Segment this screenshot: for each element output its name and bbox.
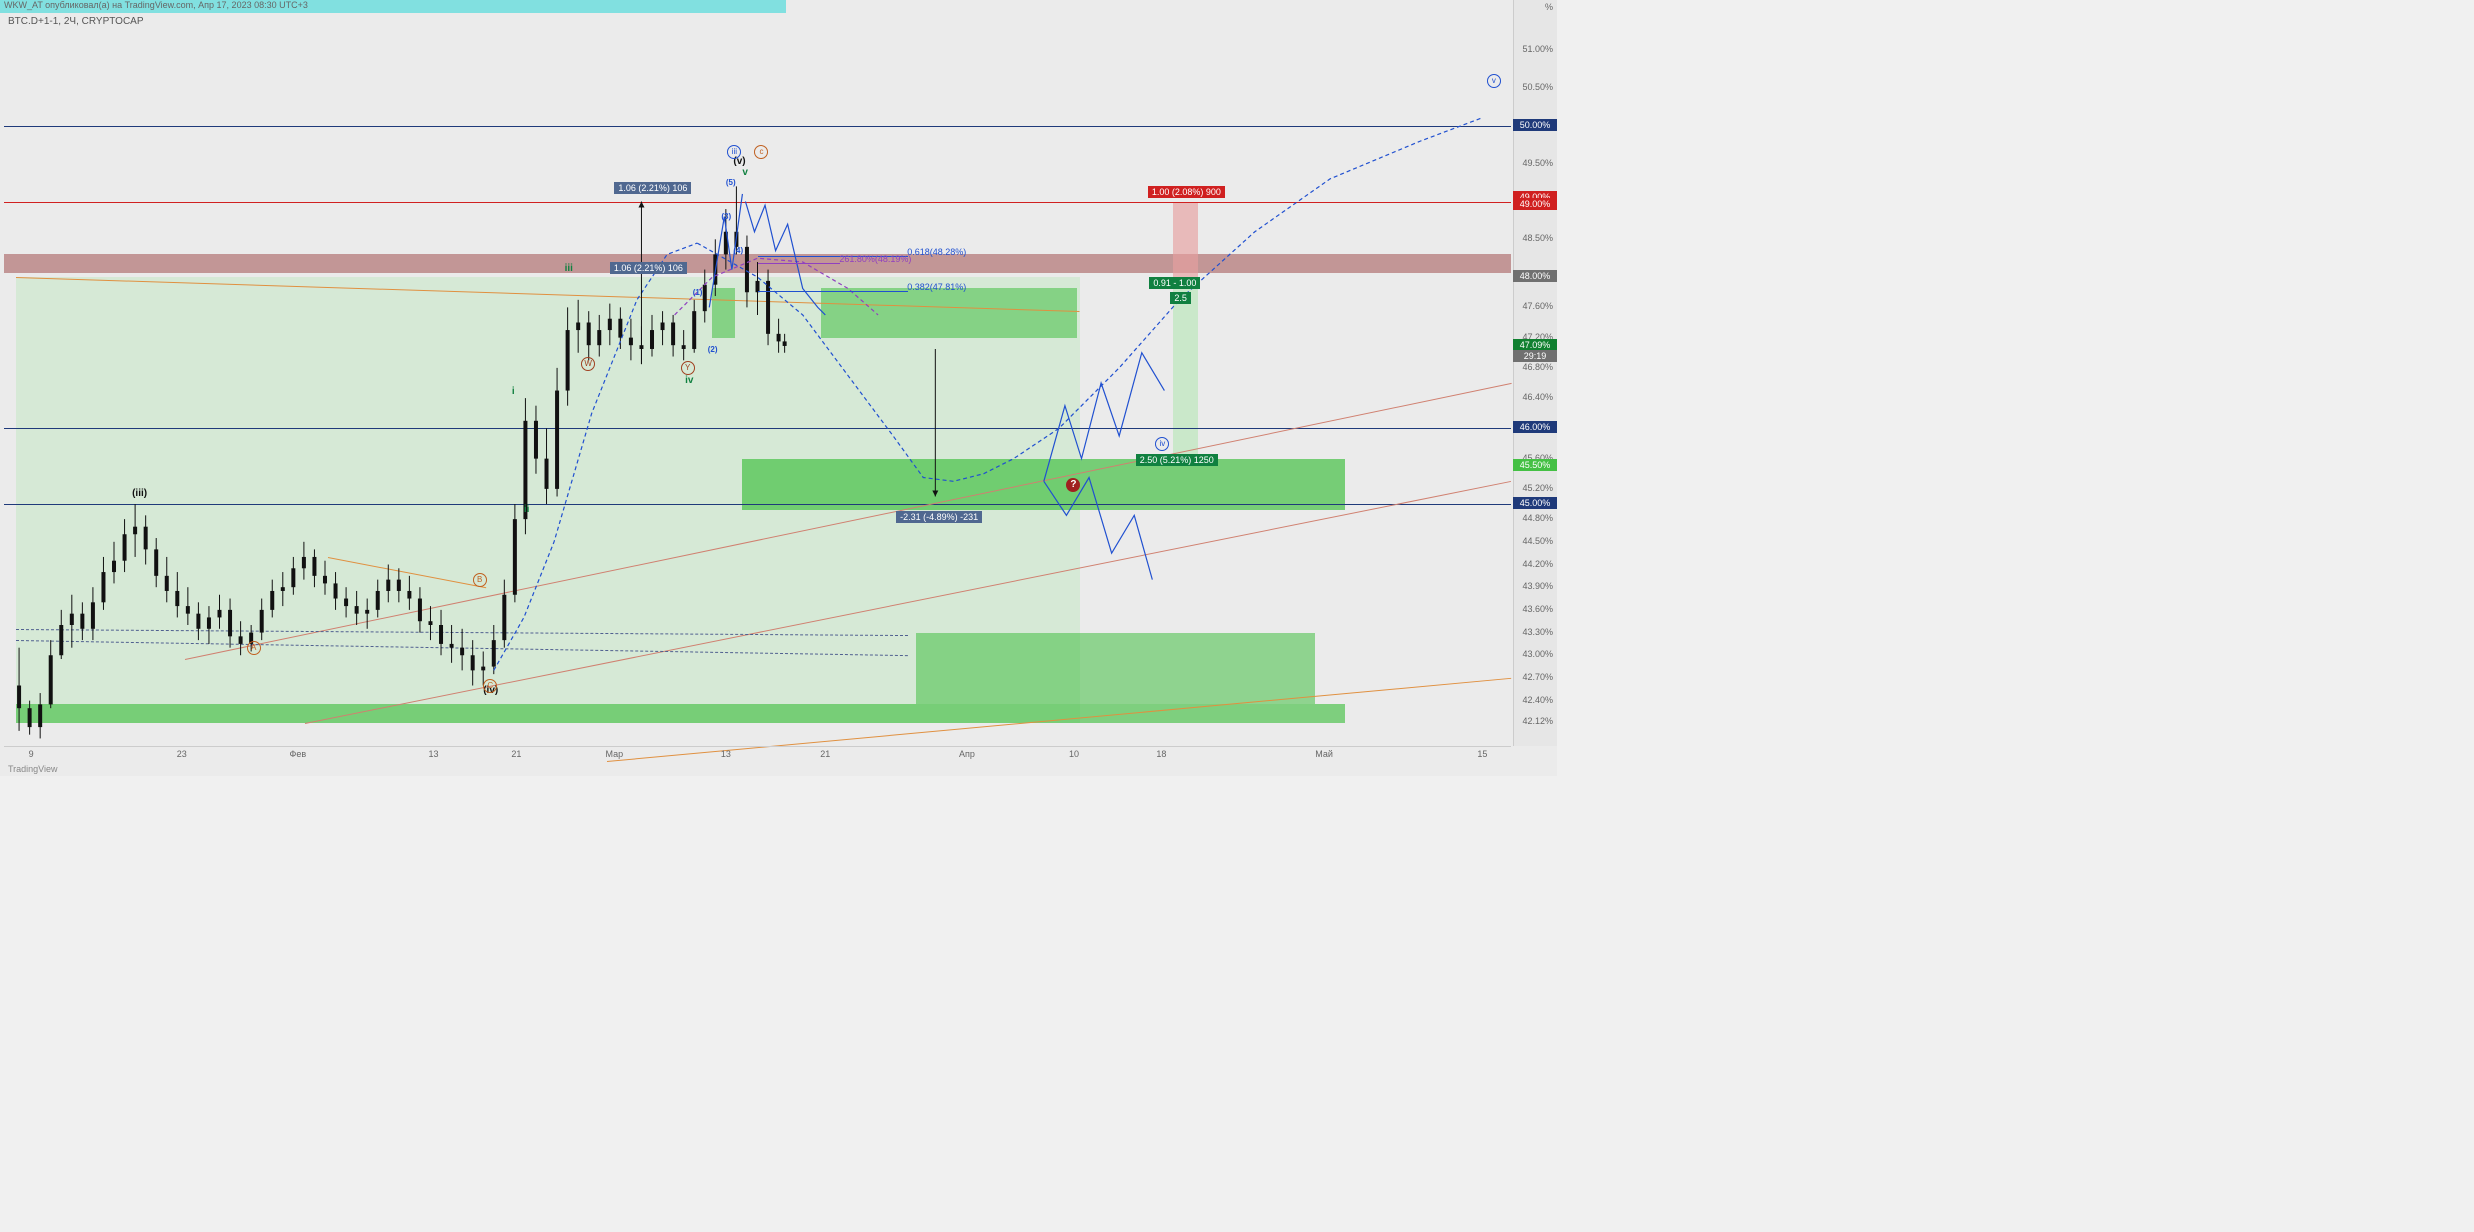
measure-label: 1.00 (2.08%) 900 [1148,186,1225,198]
plot-area[interactable]: 0.618(48.28%)0.382(47.81%)261.80%(48.19%… [4,20,1511,746]
wave-label: (5) [726,178,736,187]
y-tick: 42.12% [1522,716,1553,726]
measure-label: -2.31 (-4.89%) -231 [896,511,982,523]
measure-label: 2.5 [1170,292,1191,304]
y-tick: 42.40% [1522,695,1553,705]
wave-label: v [742,167,748,178]
wave-circle: v [1487,74,1501,88]
y-tick: 45.20% [1522,483,1553,493]
y-tick: 46.80% [1522,362,1553,372]
wave-circle: iv [1155,437,1169,451]
measure-label: 2.50 (5.21%) 1250 [1136,454,1218,466]
fib-line [758,291,909,292]
y-tick: 44.50% [1522,536,1553,546]
y-tick: 44.20% [1522,559,1553,569]
x-tick: 13 [428,749,438,759]
x-tick: Апр [959,749,975,759]
wave-label: (2) [708,345,718,354]
chart-header: WKW_AT опубликовал(а) на TradingView.com… [4,0,308,10]
y-tick: 46.40% [1522,392,1553,402]
zone-rect [16,704,1345,723]
fib-label: 261.80%(48.19%) [835,253,915,265]
y-tick: 51.00% [1522,44,1553,54]
wave-label: i [512,386,515,397]
wave-circle: c [754,145,768,159]
y-tick: 47.60% [1522,301,1553,311]
horizontal-line [4,202,1511,203]
price-tag: 29:19 [1513,350,1557,362]
zone-rect [821,288,1077,337]
y-tick: 48.50% [1522,233,1553,243]
fib-label: 0.382(47.81%) [903,281,970,293]
tradingview-logo: TradingView [8,764,58,774]
measure-label: 0.91 - 1.00 [1149,277,1200,289]
measure-label: 1.06 (2.21%) 106 [614,182,691,194]
x-tick: Май [1315,749,1333,759]
trading-chart: WKW_AT опубликовал(а) на TradingView.com… [0,0,1557,776]
x-tick: 13 [721,749,731,759]
price-tag: 45.50% [1513,459,1557,471]
y-tick: 49.50% [1522,158,1553,168]
y-tick: 43.90% [1522,581,1553,591]
price-tag: 46.00% [1513,421,1557,433]
price-tag: 49.00% [1513,198,1557,210]
measure-label: 1.06 (2.21%) 106 [610,262,687,274]
price-tag: 45.00% [1513,497,1557,509]
zone-rect [1173,277,1197,466]
y-tick: 50.50% [1522,82,1553,92]
symbol-label: BTC.D+1-1, 2Ч, CRYPTOCAP [8,16,144,27]
zone-rect [712,288,735,337]
x-tick: Мар [606,749,624,759]
horizontal-line [4,504,1511,505]
y-tick: 43.60% [1522,604,1553,614]
x-tick: 21 [511,749,521,759]
wave-circle: Y [681,361,695,375]
wave-label: ii [524,504,530,515]
wave-label: (3) [721,212,731,221]
zone-rect [742,459,1345,510]
x-tick: 10 [1069,749,1079,759]
x-tick: 15 [1477,749,1487,759]
horizontal-line [4,126,1511,127]
x-tick: 23 [177,749,187,759]
y-tick: 43.30% [1522,627,1553,637]
y-axis: % 51.00%50.50%49.50%48.50%47.60%47.20%46… [1513,0,1557,746]
wave-label: (iii) [132,488,147,499]
zone-rect [916,633,1315,705]
zone-rect [4,254,1511,273]
wave-label: (1) [693,288,703,297]
wave-circle: B [473,573,487,587]
wave-label: iv [685,375,693,386]
x-tick: Фев [290,749,307,759]
zone-rect [1173,202,1197,278]
y-tick: 43.00% [1522,649,1553,659]
y-tick: 44.80% [1522,513,1553,523]
pct-label: % [1545,2,1553,12]
price-tag: 50.00% [1513,119,1557,131]
x-tick: 9 [29,749,34,759]
x-tick: 21 [820,749,830,759]
wave-label: (4) [733,246,743,255]
x-axis: 9 23 Фев 13 21 Мар 13 21 Апр 10 18 Май 15 [4,746,1511,762]
fib-line [758,263,841,264]
x-tick: 18 [1156,749,1166,759]
y-tick: 42.70% [1522,672,1553,682]
price-tag: 48.00% [1513,270,1557,282]
wave-label: iii [565,263,573,274]
wave-circle: C [483,679,497,693]
wave-circle: A [247,641,261,655]
